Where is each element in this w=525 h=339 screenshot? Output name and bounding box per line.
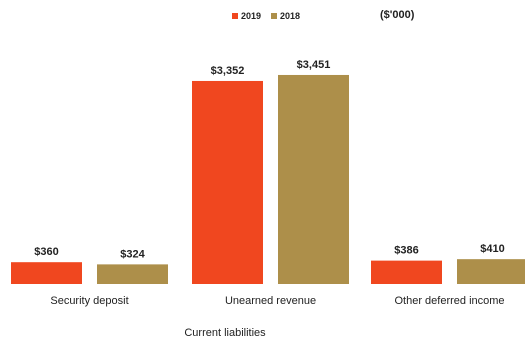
legend: 2019 2018 <box>232 11 300 21</box>
bar-2018-2 <box>457 259 525 284</box>
legend-item-2019: 2019 <box>232 11 261 21</box>
data-label-2018-0: $324 <box>120 248 145 260</box>
legend-label-2018: 2018 <box>280 11 301 21</box>
bar-2019-1 <box>192 80 263 284</box>
bar-2019-2 <box>371 260 442 284</box>
data-label-2018-1: $3,451 <box>297 59 331 71</box>
legend-item-2018: 2018 <box>271 11 300 21</box>
legend-label-2019: 2019 <box>241 11 262 21</box>
bar-2019-0 <box>11 262 82 284</box>
legend-swatch-2019 <box>232 13 238 19</box>
units-label: ($'000) <box>380 9 415 21</box>
data-label-2019-0: $360 <box>34 246 58 258</box>
data-label-2018-2: $410 <box>480 243 504 255</box>
category-label-2: Other deferred income <box>394 295 504 307</box>
category-label-0: Security deposit <box>50 295 128 307</box>
category-label-1: Unearned revenue <box>225 295 316 307</box>
data-label-2019-1: $3,352 <box>211 65 245 77</box>
x-axis-title: Current liabilities <box>184 327 266 339</box>
bar-2018-1 <box>278 74 349 284</box>
legend-swatch-2018 <box>271 13 278 19</box>
data-label-2019-2: $386 <box>394 245 418 257</box>
bar-2018-0 <box>97 264 168 284</box>
